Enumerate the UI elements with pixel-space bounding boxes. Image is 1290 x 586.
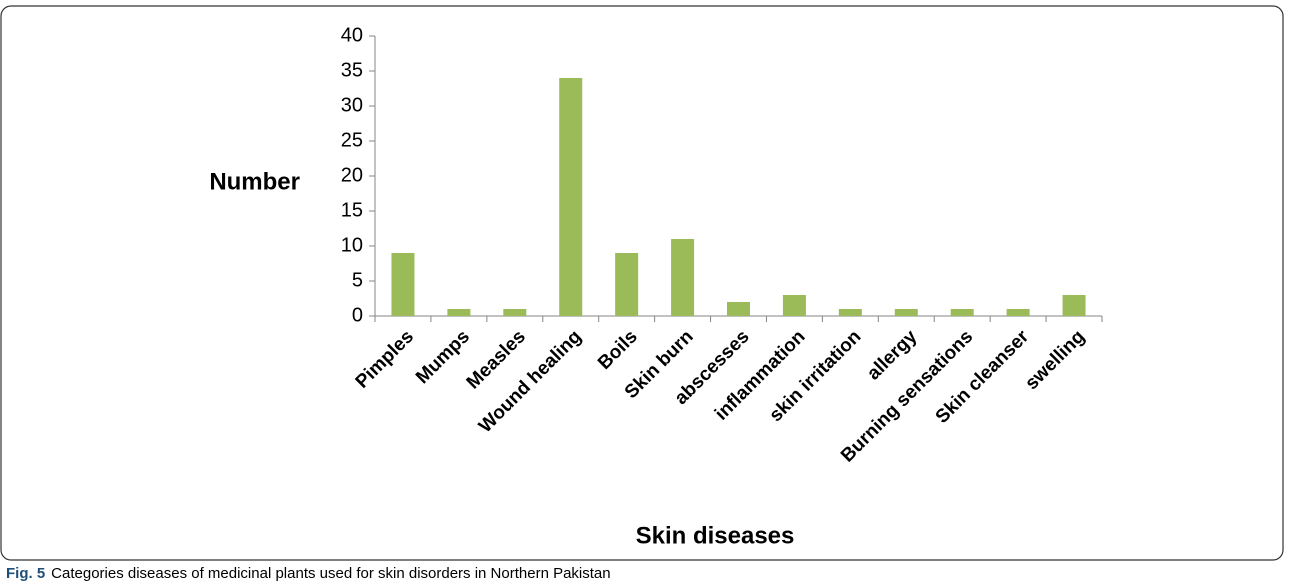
x-tick-label: swelling [1021, 326, 1089, 394]
caption-text: Categories diseases of medicinal plants … [51, 565, 610, 582]
y-tick-label: 15 [341, 199, 363, 221]
bar [447, 309, 471, 316]
y-tick-label: 20 [341, 164, 363, 186]
caption-label: Fig. 5 [6, 565, 45, 582]
bar [950, 309, 974, 316]
bar [838, 309, 862, 316]
bar [559, 78, 583, 316]
x-tick-label: Pimples [352, 326, 418, 392]
bar [671, 239, 695, 316]
bar [391, 253, 415, 316]
bar [727, 302, 750, 316]
y-tick-label: 35 [341, 59, 363, 81]
y-axis-label: Number [209, 168, 300, 195]
x-tick-label: Wound healing [475, 326, 586, 437]
bar [615, 253, 639, 316]
bar [782, 295, 806, 316]
y-tick-label: 10 [341, 234, 363, 256]
y-tick-label: 5 [352, 269, 363, 291]
bar [1062, 295, 1086, 316]
y-tick-label: 25 [341, 129, 363, 151]
caption: Fig. 5 Categories diseases of medicinal p… [6, 565, 611, 582]
bar [1006, 309, 1030, 316]
x-axis-label: Skin diseases [636, 522, 795, 549]
bar [503, 309, 527, 316]
y-tick-label: 30 [341, 94, 363, 116]
y-tick-label: 40 [341, 24, 363, 46]
bar [894, 309, 918, 316]
y-tick-label: 0 [352, 304, 363, 326]
figure-frame [0, 5, 1284, 561]
x-tick-label: Boils [594, 326, 642, 374]
